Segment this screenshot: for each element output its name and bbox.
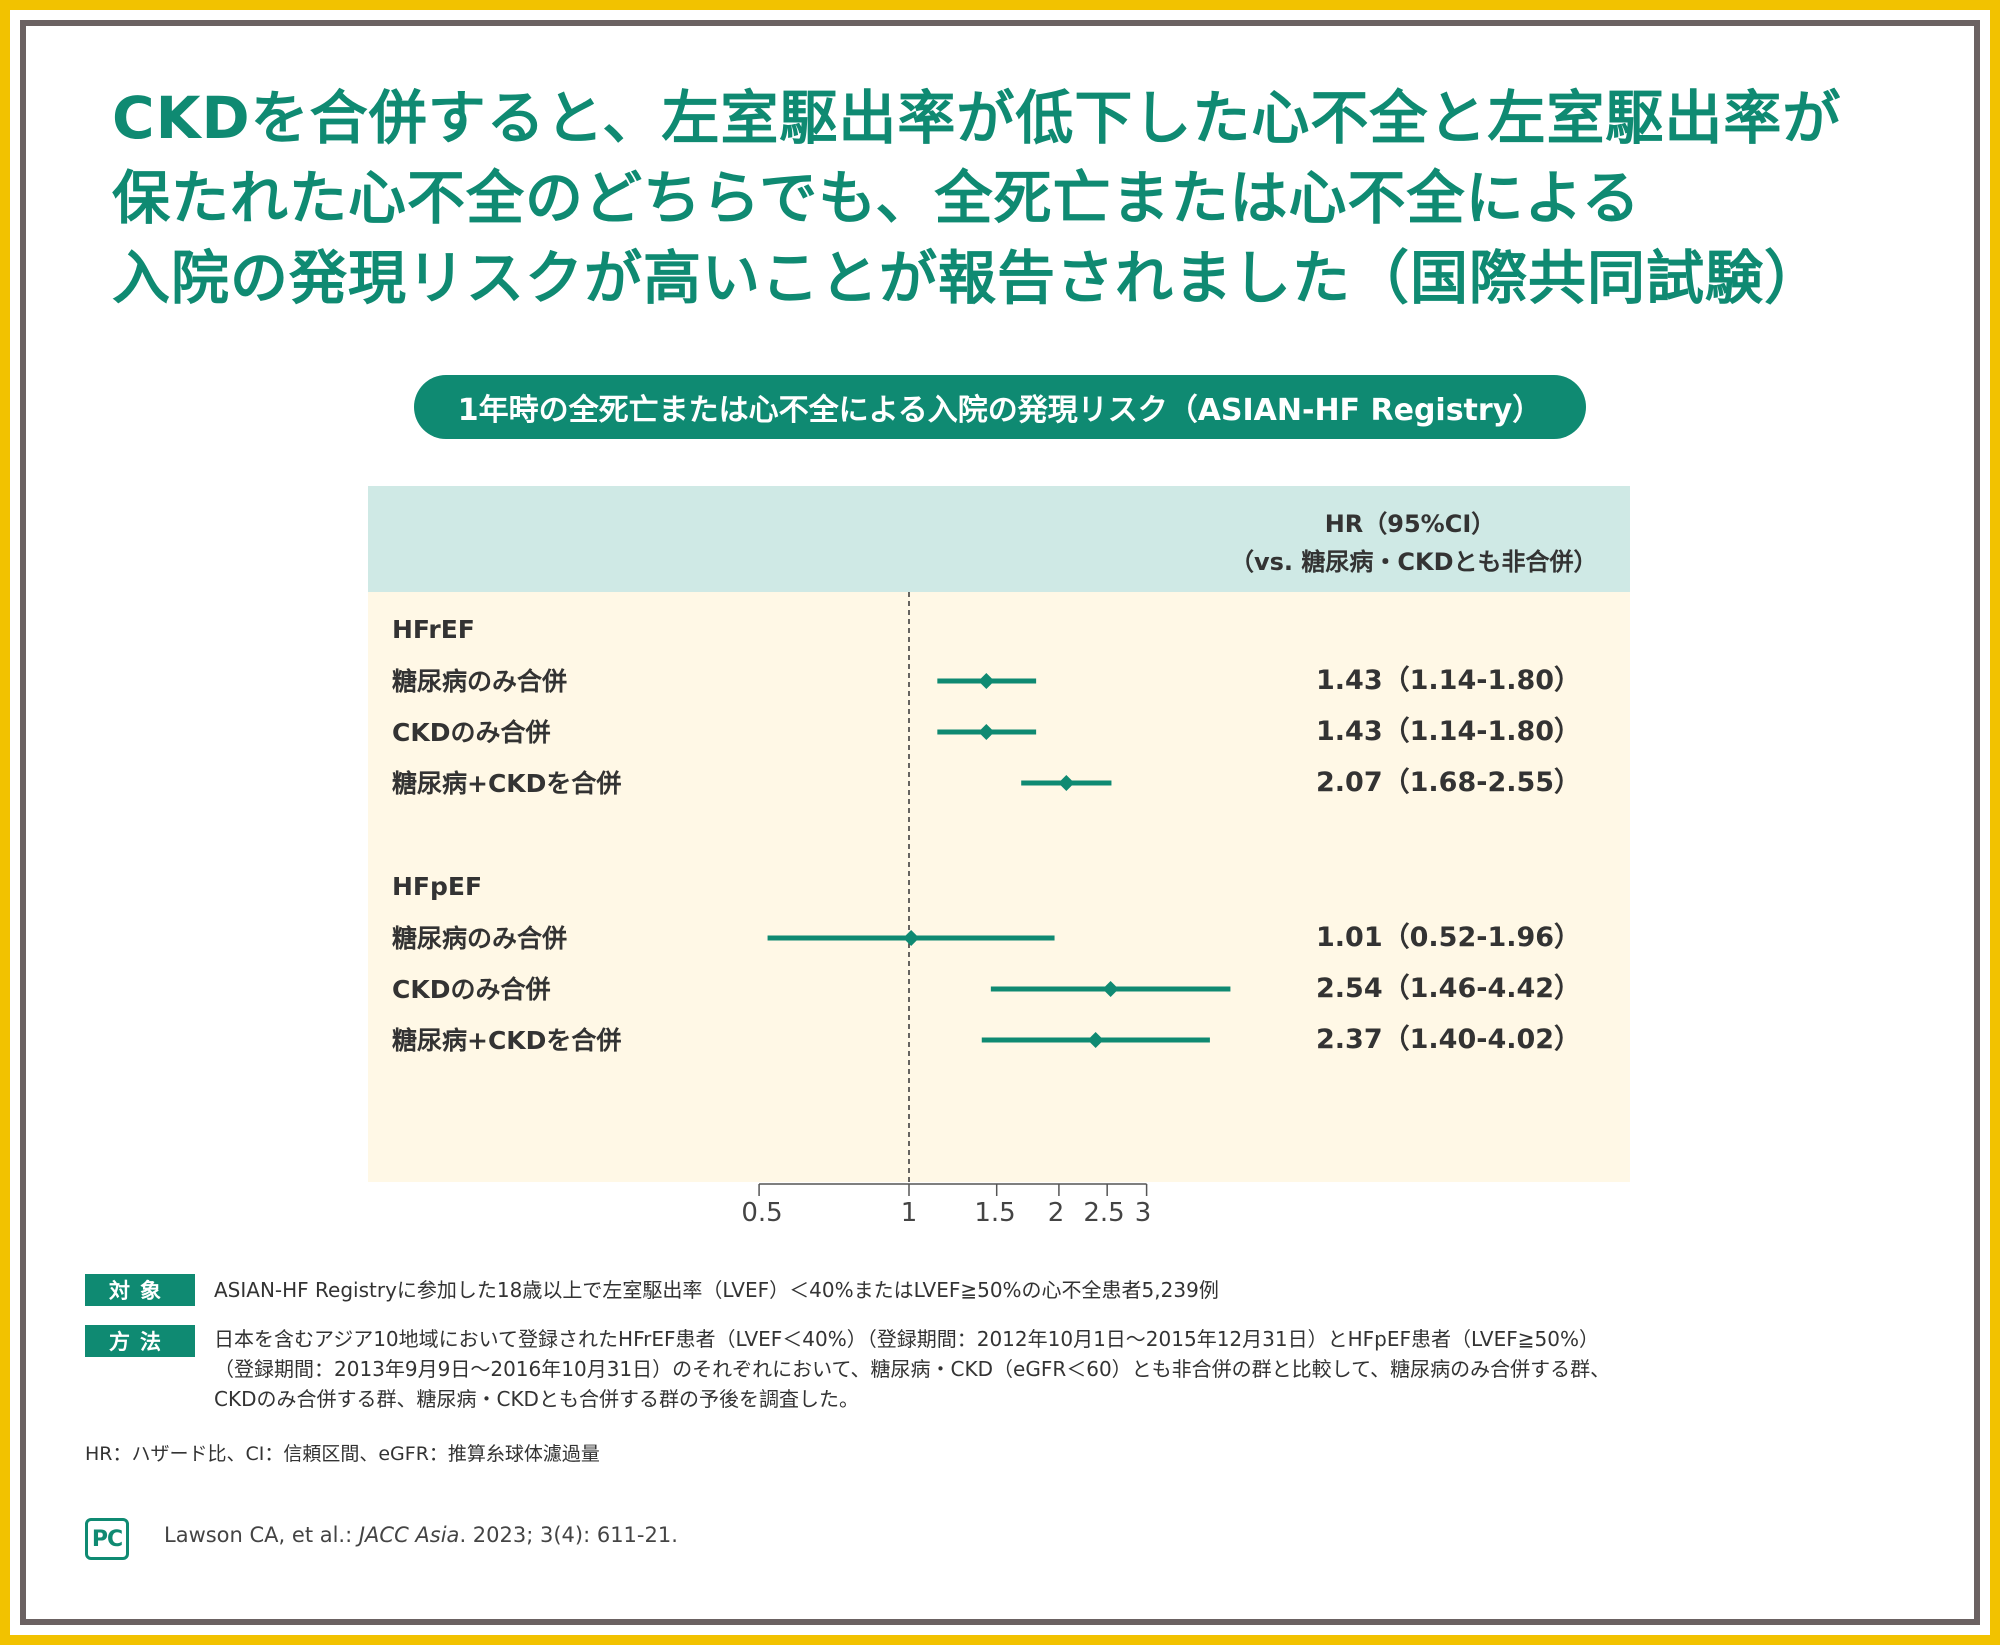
x-tick-label: 3 — [1134, 1198, 1152, 1228]
x-tick-label: 1.5 — [974, 1198, 1016, 1228]
hr-column-header: HR（95%CI） （vs. 糖尿病・CKDとも非合併） — [1230, 505, 1598, 581]
method-text-line-3: CKDのみ合併する群、糖尿病・CKDとも合併する群の予後を調査した。 — [214, 1387, 859, 1411]
target-text: ASIAN-HF Registryに参加した18歳以上で左室駆出率（LVEF）＜… — [214, 1278, 1219, 1302]
hr-header-line-1: HR（95%CI） — [1324, 510, 1496, 538]
method-text-line-1: 日本を含むアジア10地域において登録されたHFrEF患者（LVEF＜40%）（登… — [214, 1327, 1599, 1351]
x-tick-label: 0.5 — [741, 1198, 783, 1228]
row-label: 糖尿病+CKDを合併 — [392, 769, 622, 798]
hr-point — [1087, 1032, 1104, 1048]
headline-line-3: 入院の発現リスクが高いことが報告されました（国際共同試験） — [112, 244, 1824, 312]
publisher-logo: PC — [85, 1518, 129, 1560]
header-band — [368, 486, 1630, 592]
hr-point — [903, 930, 920, 946]
hr-header-line-2: （vs. 糖尿病・CKDとも非合併） — [1230, 548, 1598, 576]
citation-journal: JACC Asia — [358, 1523, 460, 1547]
row-hr-value: 2.54（1.46-4.42） — [1316, 973, 1582, 1004]
x-tick-label: 1 — [900, 1198, 918, 1228]
row-hr-value: 1.43（1.14-1.80） — [1316, 665, 1582, 696]
hr-point — [1102, 981, 1119, 997]
plot-background — [368, 592, 1630, 1182]
citation-rest: . 2023; 3(4): 611-21. — [459, 1523, 678, 1547]
hr-point — [978, 724, 995, 740]
row-label: 糖尿病のみ合併 — [392, 924, 568, 953]
group-label-hfpef: HFpEF — [392, 872, 483, 901]
headline: CKDを合併すると、左室駆出率が低下した心不全と左室駆出率が 保たれた心不全のど… — [112, 78, 1912, 318]
chart-marks — [767, 673, 1231, 1048]
row-label: CKDのみ合併 — [392, 975, 551, 1004]
row-hr-value: 2.37（1.40-4.02） — [1316, 1024, 1582, 1055]
row-hr-value: 1.01（0.52-1.96） — [1316, 922, 1582, 953]
method-badge: 方法 — [85, 1325, 195, 1357]
group-label-hfref: HFrEF — [392, 615, 475, 644]
chart-title: 1年時の全死亡または心不全による入院の発現リスク（ASIAN-HF Regist… — [414, 375, 1586, 439]
row-hr-value: 2.07（1.68-2.55） — [1316, 767, 1582, 798]
row-label: 糖尿病+CKDを合併 — [392, 1026, 622, 1055]
method-text-line-2: （登録期間：2013年9月9日～2016年10月31日）のそれぞれにおいて、糖尿… — [214, 1357, 1611, 1381]
row-label: 糖尿病のみ合併 — [392, 667, 568, 696]
citation: Lawson CA, et al.: JACC Asia. 2023; 3(4)… — [164, 1523, 678, 1547]
hr-point — [1058, 775, 1075, 791]
row-label: CKDのみ合併 — [392, 718, 551, 747]
x-tick-label: 2 — [1047, 1198, 1065, 1228]
row-hr-value: 1.43（1.14-1.80） — [1316, 716, 1582, 747]
citation-authors: Lawson CA, et al.: — [164, 1523, 359, 1547]
target-badge: 対象 — [85, 1274, 195, 1306]
abbreviations: HR：ハザード比、CI：信頼区間、eGFR：推算糸球体濾過量 — [85, 1443, 600, 1465]
headline-line-2: 保たれた心不全のどちらでも、全死亡または心不全による — [112, 164, 1641, 232]
hr-point — [978, 673, 995, 689]
x-axis — [758, 592, 1148, 1196]
x-tick-label: 2.5 — [1083, 1198, 1125, 1228]
headline-line-1: CKDを合併すると、左室駆出率が低下した心不全と左室駆出率が — [112, 84, 1842, 152]
